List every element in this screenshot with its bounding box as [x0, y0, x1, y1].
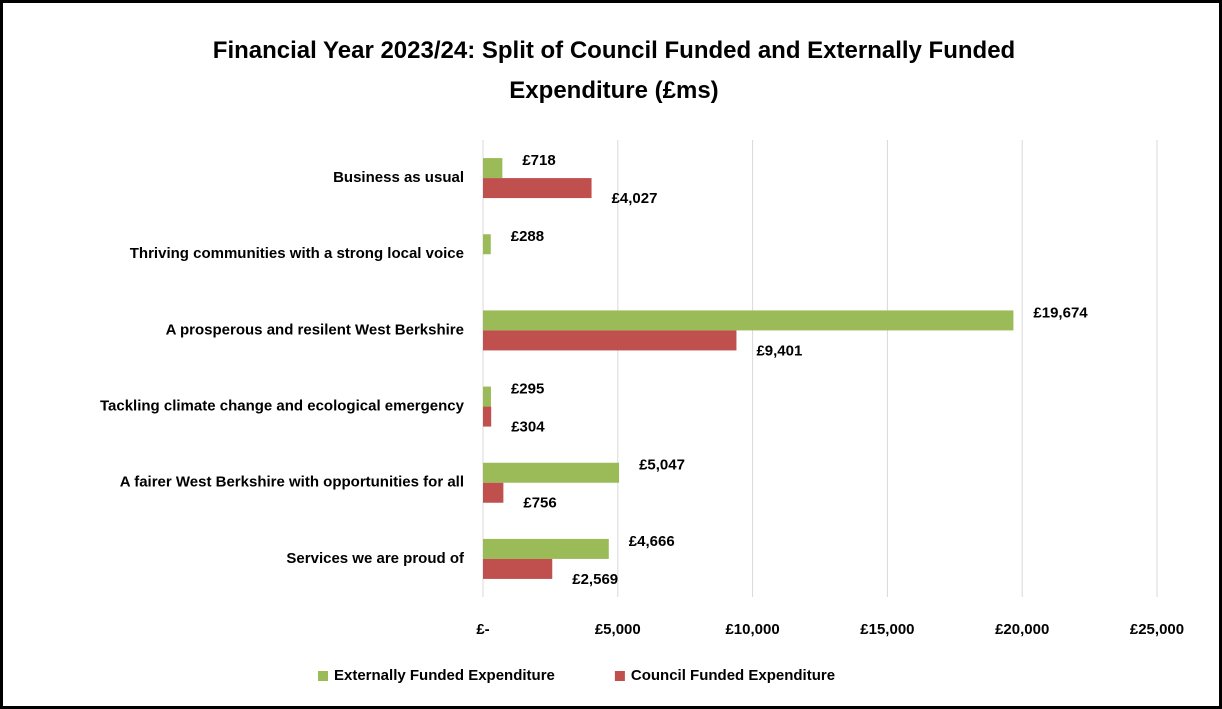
legend-label: Externally Funded Expenditure [334, 667, 555, 684]
legend-swatch [614, 671, 625, 681]
bar [483, 406, 492, 427]
bar [483, 330, 737, 351]
x-tick-label: £15,000 [860, 621, 914, 638]
y-tick-label: Thriving communities with a strong local… [130, 245, 464, 262]
x-tick-label: £10,000 [725, 621, 779, 638]
y-tick-label: Business as usual [333, 169, 464, 186]
bar [483, 558, 553, 579]
bar [483, 310, 1014, 331]
x-tick-label: £- [476, 621, 489, 638]
y-tick-label: A prosperous and resilent West Berkshire [166, 321, 464, 338]
data-label: £304 [511, 419, 545, 436]
chart-title: Financial Year 2023/24: Split of Council… [212, 37, 1016, 104]
x-tick-label: £20,000 [995, 621, 1049, 638]
chart: £- £5,000 £10,000 £15,000 £20,000 £25,000 Busi… [100, 140, 1184, 684]
data-label: £9,401 [756, 342, 802, 359]
bar [483, 386, 491, 407]
bar [483, 178, 592, 199]
bar [483, 462, 620, 483]
bar [483, 482, 504, 503]
data-label: £756 [523, 495, 556, 512]
data-label: £288 [511, 228, 544, 245]
data-label: £4,027 [612, 190, 658, 207]
data-label: £19,674 [1033, 304, 1088, 321]
data-label: £718 [522, 152, 555, 169]
y-tick-label: Services we are proud of [286, 550, 465, 567]
data-label: £295 [511, 381, 544, 398]
data-label: £4,666 [629, 533, 675, 550]
data-label: £5,047 [639, 457, 685, 474]
x-tick-label: £25,000 [1130, 621, 1184, 638]
bar [483, 158, 503, 179]
y-tick-label: A fairer West Berkshire with opportuniti… [120, 474, 464, 491]
data-label: £2,569 [572, 571, 618, 588]
bar [483, 234, 491, 255]
legend-label: Council Funded Expenditure [631, 667, 835, 684]
x-tick-label: £5,000 [595, 621, 641, 638]
y-tick-label: Tackling climate change and ecological e… [100, 398, 465, 415]
bar [483, 538, 609, 559]
legend-swatch [318, 671, 328, 681]
